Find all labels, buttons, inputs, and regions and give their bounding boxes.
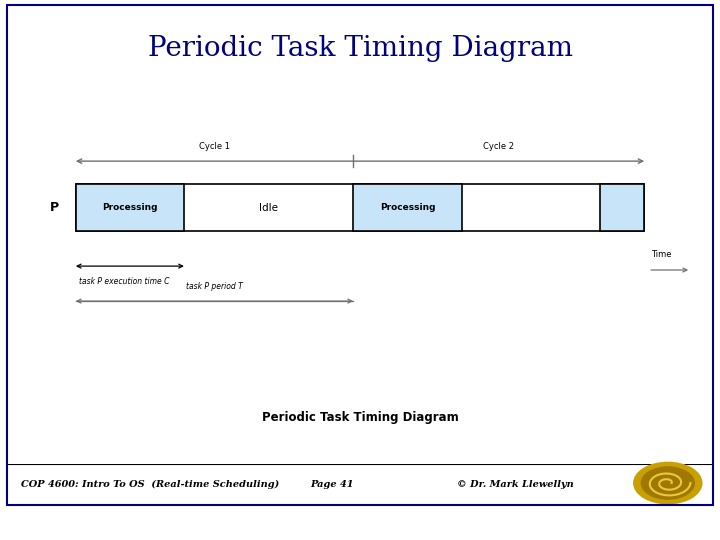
Text: Cycle 2: Cycle 2 xyxy=(483,143,514,151)
Text: P: P xyxy=(50,201,59,214)
Bar xyxy=(354,185,462,231)
Bar xyxy=(600,185,644,231)
Text: © Dr. Mark Llewellyn: © Dr. Mark Llewellyn xyxy=(457,480,574,489)
Text: Time: Time xyxy=(651,250,672,259)
Circle shape xyxy=(634,462,702,504)
Text: Idle: Idle xyxy=(259,203,278,213)
Text: Periodic Task Timing Diagram: Periodic Task Timing Diagram xyxy=(148,35,572,62)
Bar xyxy=(76,185,644,231)
Text: Page 41: Page 41 xyxy=(310,480,354,489)
Text: COP 4600: Intro To OS  (Real-time Scheduling): COP 4600: Intro To OS (Real-time Schedul… xyxy=(22,480,279,489)
Circle shape xyxy=(642,467,694,499)
Text: Periodic Task Timing Diagram: Periodic Task Timing Diagram xyxy=(261,411,459,424)
Text: Processing: Processing xyxy=(379,203,435,212)
Text: Cycle 1: Cycle 1 xyxy=(199,143,230,151)
Text: task P execution time C: task P execution time C xyxy=(79,277,170,286)
Bar xyxy=(76,185,184,231)
Text: task P period T: task P period T xyxy=(186,282,243,292)
Text: Processing: Processing xyxy=(102,203,158,212)
